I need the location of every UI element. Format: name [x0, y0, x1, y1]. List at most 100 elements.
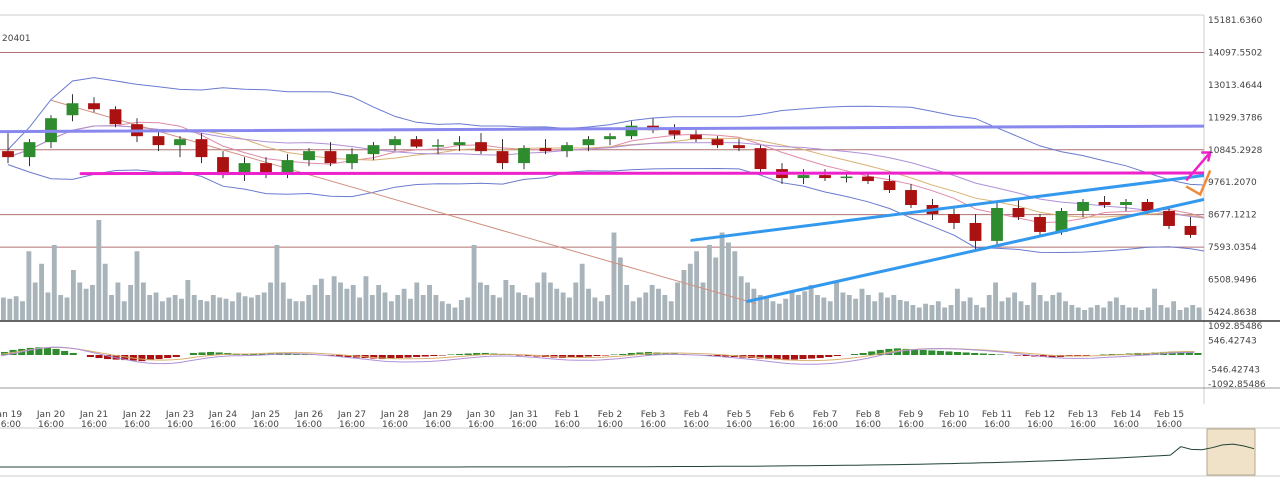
candle-body [324, 151, 337, 164]
macd-bar [833, 355, 841, 357]
time-label: 16:00 [984, 420, 1010, 430]
volume-bar [789, 292, 795, 320]
volume-bar [541, 272, 547, 320]
time-label: 16:00 [1156, 420, 1182, 430]
macd-tick-label: -546.42743 [1208, 366, 1260, 376]
volume-bar [923, 303, 929, 320]
time-label: 16:00 [597, 420, 623, 430]
volume-bar [1152, 288, 1157, 320]
time-label: 16:00 [640, 420, 666, 430]
macd-bar [95, 355, 103, 359]
candle [668, 124, 681, 140]
trendline-resistance[interactable] [0, 124, 1280, 134]
price-tick-label: 11929.3786 [1208, 113, 1263, 123]
volume-bar [605, 295, 611, 320]
date-label: Feb 11 [982, 410, 1012, 420]
trendline-channel-lower[interactable] [746, 181, 1280, 303]
volume-bar [1126, 307, 1132, 320]
volume-bar [268, 282, 273, 320]
date-label: Jan 22 [122, 410, 151, 420]
date-label: Feb 7 [813, 410, 838, 420]
volume-bar [904, 301, 909, 320]
macd-line [0, 346, 1195, 365]
price-tick-label: 14097.5502 [1208, 48, 1262, 58]
volume-bar [242, 296, 248, 320]
trendlines-layer[interactable] [0, 124, 1280, 303]
volume-bar [598, 301, 604, 320]
macd-bar [868, 351, 876, 355]
volume-bar [7, 298, 13, 320]
volume-bar [140, 282, 146, 320]
volume-bar [484, 285, 490, 320]
volume-bar [255, 295, 261, 320]
volume-bar [764, 297, 770, 320]
volume-bar [280, 282, 286, 320]
volume-bar [115, 282, 121, 320]
volume-bar [185, 280, 191, 320]
volume-bar [70, 270, 76, 320]
candle [1120, 199, 1132, 211]
volume-bar [980, 307, 986, 320]
candle [1184, 216, 1197, 238]
volume-bar [64, 297, 70, 320]
macd-bar [249, 353, 258, 355]
volume-bar [1063, 301, 1068, 320]
trendline-support-level[interactable] [79, 171, 1280, 176]
candle [1012, 199, 1025, 220]
volume-bar [726, 242, 731, 320]
volume-bar [90, 285, 95, 320]
arrow-up-magenta [1185, 151, 1212, 182]
volume-bar [77, 282, 83, 320]
candle [819, 169, 831, 182]
candle [238, 157, 251, 182]
volume-bar [1113, 297, 1119, 320]
candle-body [367, 145, 380, 155]
macd-bar [52, 348, 60, 355]
volume-bar [299, 301, 305, 320]
volume-bar [617, 257, 623, 320]
candle [324, 142, 337, 167]
candle [303, 148, 315, 167]
macd-bar [447, 354, 455, 355]
volume-bar [668, 301, 674, 320]
volume-bar [369, 295, 375, 320]
candle-body [1163, 210, 1175, 226]
volume-bar [306, 295, 312, 320]
candle-body [2, 151, 14, 158]
navigator-window[interactable] [1206, 428, 1256, 476]
arrow-path-orange [1185, 169, 1212, 197]
candle [1098, 196, 1111, 208]
date-label: Feb 15 [1154, 410, 1184, 420]
volume-bar [681, 270, 687, 320]
macd-bar [799, 355, 807, 360]
macd-bar [593, 355, 601, 357]
candle-body [1034, 216, 1046, 232]
macd-panel [0, 346, 1202, 365]
macd-bar [241, 353, 249, 355]
candle-body [1120, 202, 1132, 206]
volume-bar [573, 282, 579, 320]
macd-bar [722, 355, 730, 357]
volume-bar [1145, 307, 1151, 320]
volume-bar [916, 307, 922, 320]
candle [518, 145, 530, 170]
volume-bar [490, 295, 496, 320]
candle-body [217, 157, 229, 176]
date-label: Jan 27 [337, 410, 366, 420]
macd-bar [421, 355, 429, 357]
candle-body [1206, 235, 1218, 238]
trendline-channel-upper[interactable] [690, 165, 1280, 242]
volume-bar [382, 292, 388, 320]
candle-body [905, 190, 917, 206]
volume-bar [993, 282, 998, 320]
volume-bar [223, 298, 229, 320]
volume-bar [872, 301, 878, 320]
navigator[interactable] [0, 427, 1280, 477]
macd-bar [936, 350, 944, 355]
volume-bar [974, 305, 979, 320]
macd-bar [1048, 355, 1056, 358]
macd-bar [636, 352, 644, 355]
time-label: 16:00 [726, 420, 752, 430]
volume-bar [191, 295, 197, 320]
